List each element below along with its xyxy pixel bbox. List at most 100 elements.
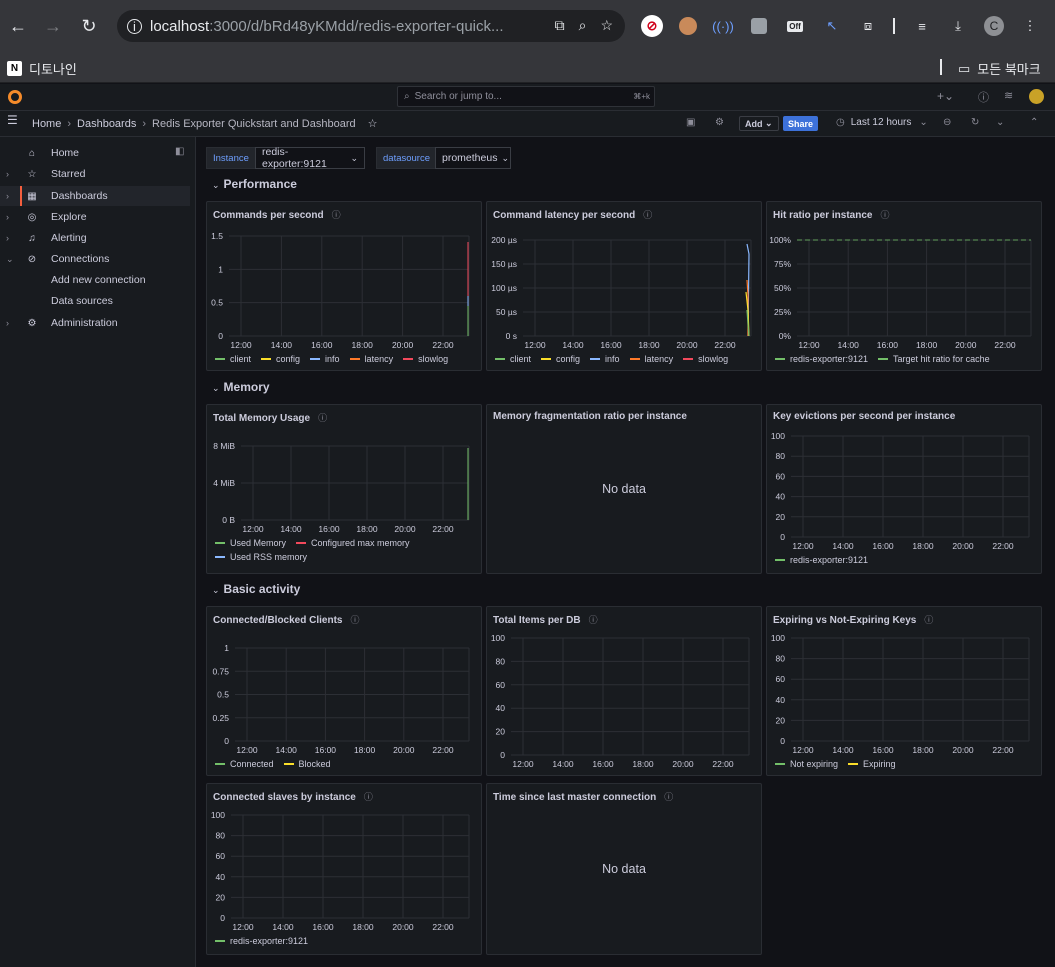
chevron-right-icon[interactable]: › — [6, 233, 9, 243]
panel-memory-fragmentation[interactable]: Memory fragmentation ratio per instance … — [486, 404, 762, 574]
collapse-icon[interactable]: ⌃ — [1030, 117, 1039, 128]
legend-item[interactable]: config — [541, 354, 580, 364]
refresh-interval-dropdown[interactable]: ⌄ — [996, 117, 1005, 128]
info-icon[interactable]: ⓘ — [318, 413, 328, 423]
row-performance[interactable]: ⌄ Performance — [212, 177, 297, 191]
site-info-icon[interactable]: i — [127, 18, 142, 34]
toggle-extension-icon[interactable]: Off — [787, 20, 803, 32]
chevron-right-icon[interactable]: › — [6, 318, 9, 328]
legend-item[interactable]: Used RSS memory — [215, 552, 307, 562]
panel-total-items[interactable]: Total Items per DB ⓘ 100 80 60 40 20 0 12:00 14:… — [486, 606, 762, 776]
info-icon[interactable]: ⓘ — [363, 792, 373, 802]
info-icon[interactable]: ⓘ — [924, 615, 934, 625]
star-dashboard-icon[interactable]: ☆ — [367, 118, 378, 130]
save-icon[interactable]: ▣ — [686, 117, 696, 128]
legend-item[interactable]: client — [215, 354, 251, 364]
info-icon[interactable]: ⓘ — [588, 615, 598, 625]
browser-menu-icon[interactable]: ⋮ — [1023, 18, 1037, 33]
info-icon[interactable]: ⓘ — [664, 792, 674, 802]
refresh-icon[interactable]: ↻ — [971, 117, 980, 128]
chevron-right-icon[interactable]: › — [6, 169, 9, 179]
legend-item[interactable]: Configured max memory — [296, 538, 410, 548]
legend-item[interactable]: Target hit ratio for cache — [878, 354, 990, 364]
panel-expiring-keys[interactable]: Expiring vs Not-Expiring Keys ⓘ 100 80 60 40… — [766, 606, 1042, 776]
legend-item[interactable]: info — [590, 354, 620, 364]
help-icon[interactable]: ⓘ — [978, 92, 989, 104]
legend-item[interactable]: redis-exporter:9121 — [775, 354, 868, 364]
legend-item[interactable]: slowlog — [403, 354, 448, 364]
blocker-extension-icon[interactable]: ⊘ — [640, 14, 664, 38]
sidebar-item-explore[interactable]: › ◎ Explore — [6, 211, 87, 223]
legend-item[interactable]: Blocked — [283, 759, 331, 769]
media-queue-icon[interactable]: ≡ — [918, 18, 926, 34]
news-icon[interactable]: ≋ — [1004, 90, 1014, 102]
row-basic-activity[interactable]: ⌄ Basic activity — [212, 582, 301, 596]
chevron-right-icon[interactable]: › — [6, 191, 9, 201]
legend-item[interactable]: Expiring — [848, 759, 896, 769]
sidebar-item-connections[interactable]: ⌄ ⊘ Connections — [6, 253, 110, 265]
panel-key-evictions[interactable]: Key evictions per second per instance 10… — [766, 404, 1042, 574]
sidebar-item-alerting[interactable]: › ♫ Alerting — [6, 232, 87, 244]
panel-hit-ratio[interactable]: Hit ratio per instance ⓘ 100% 75% 50% 25% 0% 1… — [766, 201, 1042, 371]
grafana-logo-icon[interactable] — [8, 90, 22, 104]
info-icon[interactable]: ⓘ — [643, 210, 653, 220]
extensions-puzzle-icon[interactable]: ⧈ — [863, 18, 873, 33]
user-avatar[interactable] — [1029, 89, 1044, 104]
zoom-out-icon[interactable]: ⊖ — [943, 117, 952, 128]
sidebar-item-home[interactable]: ⌂ Home — [0, 143, 190, 163]
panel-command-latency[interactable]: Command latency per second ⓘ 200 µs 150 µs… — [486, 201, 762, 371]
info-icon[interactable]: ⓘ — [350, 615, 360, 625]
search-input[interactable]: ⌕ Search or jump to... ⌘+k — [397, 86, 655, 107]
legend-item[interactable]: latency — [629, 354, 673, 364]
sidebar-item-starred[interactable]: › ☆ Starred — [6, 168, 86, 180]
row-memory[interactable]: ⌄ Memory — [212, 380, 270, 394]
back-icon[interactable]: ← — [9, 15, 27, 36]
legend-item[interactable]: client — [495, 354, 531, 364]
wireless-extension-icon[interactable]: ((·)) — [712, 18, 734, 34]
menu-icon[interactable]: ☰ — [7, 113, 18, 127]
legend-item[interactable]: Used Memory — [215, 538, 286, 548]
variable-instance-select[interactable]: redis-exporter:9121 ⌄ — [255, 146, 365, 170]
image-extension-icon[interactable] — [747, 14, 771, 38]
breadcrumb-dashboards[interactable]: Dashboards — [77, 117, 137, 130]
sidebar-item-add-new-connection[interactable]: Add new connection — [51, 274, 146, 286]
address-bar[interactable]: i localhost:3000/d/bRd48yKMdd/redis-expo… — [117, 10, 625, 42]
panel-commands-per-second[interactable]: Commands per second ⓘ 1.5 1 0.5 0 12:00 14:00 1… — [206, 201, 482, 371]
sidebar-item-administration[interactable]: › ⚙ Administration — [6, 317, 118, 329]
translate-icon[interactable]: ⧉ — [554, 17, 565, 33]
legend-item[interactable]: Connected — [215, 759, 274, 769]
download-icon[interactable]: ⤓ — [955, 18, 961, 33]
legend-item[interactable]: info — [310, 354, 340, 364]
variable-datasource-select[interactable]: prometheus ⌄ — [435, 147, 511, 169]
panel-connected-slaves[interactable]: Connected slaves by instance ⓘ 100 80 60 40 2… — [206, 783, 482, 955]
legend-item[interactable]: latency — [349, 354, 393, 364]
info-icon[interactable]: ⓘ — [880, 210, 890, 220]
sidebar-item-data-sources[interactable]: Data sources — [51, 295, 113, 307]
settings-gear-icon[interactable]: ⚙ — [715, 117, 724, 128]
bookmark-item[interactable]: N 디토나인 — [7, 59, 77, 78]
panel-time-since-master[interactable]: Time since last master connection ⓘ No da… — [486, 783, 762, 955]
breadcrumb-home[interactable]: Home — [32, 117, 62, 130]
forward-icon[interactable]: → — [44, 15, 62, 36]
chevron-down-icon[interactable]: ⌄ — [6, 253, 14, 264]
sidebar-item-dashboards[interactable]: › ▦ Dashboards — [0, 186, 190, 206]
all-bookmarks-button[interactable]: ▭ 모든 북마크 — [958, 59, 1041, 78]
new-plus-icon[interactable]: +⌄ — [937, 89, 955, 103]
add-button[interactable]: Add ⌄ — [739, 116, 779, 131]
zoom-icon[interactable]: ⌕ — [578, 17, 587, 33]
legend-item[interactable]: redis-exporter:9121 — [775, 555, 868, 565]
share-button[interactable]: Share — [783, 116, 819, 131]
reload-icon[interactable]: ↻ — [81, 15, 97, 36]
panel-connected-blocked-clients[interactable]: Connected/Blocked Clients ⓘ 1 0.75 0.5 0.25 0… — [206, 606, 482, 776]
avatar-extension-icon[interactable] — [676, 14, 700, 38]
profile-avatar[interactable]: C — [982, 14, 1006, 38]
dock-menu-icon[interactable]: ◧ — [175, 146, 185, 157]
legend-item[interactable]: Not expiring — [775, 759, 838, 769]
legend-item[interactable]: slowlog — [683, 354, 728, 364]
legend-item[interactable]: redis-exporter:9121 — [215, 936, 308, 946]
chevron-right-icon[interactable]: › — [6, 212, 9, 222]
info-icon[interactable]: ⓘ — [331, 210, 341, 220]
legend-item[interactable]: config — [261, 354, 300, 364]
time-picker[interactable]: ◷ Last 12 hours ⌄ — [836, 117, 928, 128]
cursor-extension-icon[interactable]: ↖ — [826, 18, 838, 33]
